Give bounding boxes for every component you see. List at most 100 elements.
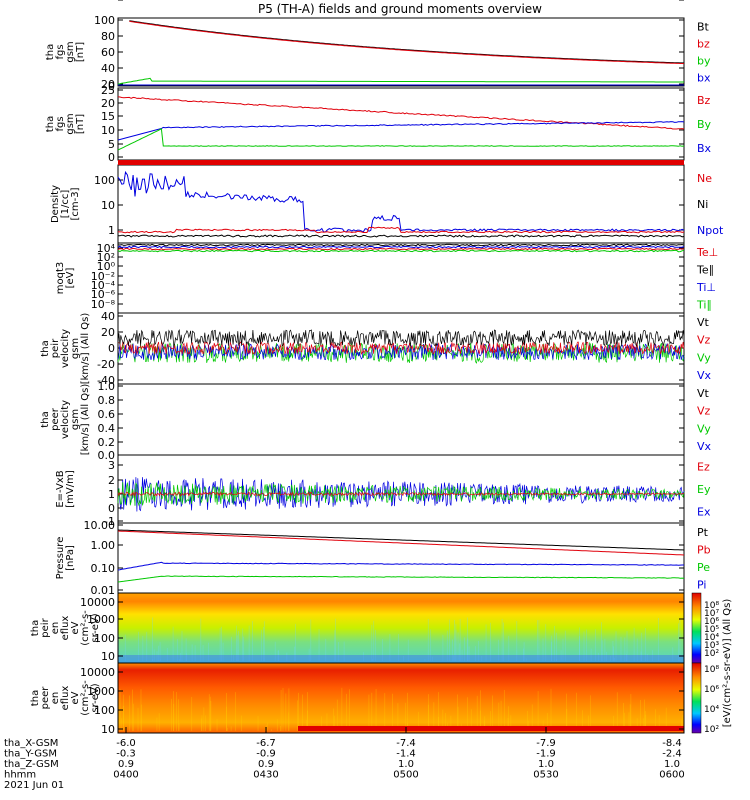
trace-Pb bbox=[117, 530, 685, 556]
legend-peir_v-red: Vz bbox=[697, 334, 711, 347]
colorbar-tick-label: 10⁴ bbox=[704, 633, 719, 643]
trace-Pi bbox=[117, 561, 684, 571]
ytick-label: 10⁻⁸ bbox=[91, 298, 116, 311]
ylabel-line: tha bbox=[40, 411, 51, 427]
panel-peir_en: 10000 1000 100 10 tha peir en eflux eV (cm²-s-sr-… bbox=[30, 592, 685, 664]
ylabel-line: peir bbox=[50, 338, 61, 358]
ytick-label: 100 bbox=[94, 632, 115, 645]
ylabel-line: en bbox=[50, 692, 61, 705]
xaxis-value: 0500 bbox=[393, 770, 418, 781]
xaxis-value: 0.9 bbox=[118, 759, 134, 770]
legend-fgs-green: by bbox=[697, 55, 711, 68]
colorbar-tick-label: 10⁷ bbox=[704, 609, 719, 619]
ylabel-line: [nT] bbox=[75, 114, 86, 134]
trace-efield-blue bbox=[117, 477, 685, 512]
legend-pressure-blue: Pi bbox=[697, 578, 706, 591]
ylabel-line: en bbox=[50, 622, 61, 635]
colorbar2-tick-label: 10⁸ bbox=[704, 665, 719, 675]
ylabel-line: peer bbox=[40, 686, 51, 710]
trace-efield-red bbox=[117, 490, 685, 498]
legend-fgs_dsl-red: Bz bbox=[697, 94, 711, 107]
ytick-label: 3 bbox=[108, 459, 115, 472]
xaxis-value: 0400 bbox=[113, 770, 138, 781]
colorbar-label: [eV/(cm²-s-sr-eV)] (All Qs) bbox=[722, 599, 733, 728]
ytick-label: 10.00 bbox=[84, 519, 116, 532]
ylabel-line: [km/s] (All Qs) bbox=[80, 313, 91, 385]
ytick-label: 60 bbox=[101, 46, 115, 59]
xaxis-value: 1.0 bbox=[398, 759, 414, 770]
legend-temp-red: Te⊥ bbox=[696, 246, 718, 259]
ylabel-line: sr-eV) bbox=[90, 613, 101, 642]
trace-Bt bbox=[129, 20, 685, 64]
legend-temp-black: Te∥ bbox=[696, 263, 714, 276]
xaxis-value: -8.4 bbox=[662, 738, 682, 749]
ytick-label: -40 bbox=[97, 374, 115, 387]
ylabel-line: gsm bbox=[70, 409, 81, 430]
ylabel-line: eflux bbox=[60, 616, 71, 641]
ylabel-line: peer bbox=[50, 407, 61, 431]
ytick-label: 1 bbox=[108, 488, 115, 501]
ytick-label: 40 bbox=[101, 310, 115, 323]
ytick-label: 10⁴ bbox=[97, 242, 116, 255]
trace-Ni bbox=[118, 234, 685, 238]
ytick-label: 20 bbox=[101, 326, 115, 339]
xaxis-value: -2.4 bbox=[662, 749, 682, 760]
ylabel-line: E=-VxB bbox=[55, 470, 66, 507]
ytick-label: 0.10 bbox=[91, 562, 116, 575]
ytick-label: 10⁰ bbox=[97, 260, 116, 273]
legend-peer_v-black: Vt bbox=[697, 387, 710, 400]
legend-fgs-blue: bx bbox=[697, 72, 711, 85]
ytick-label: -5 bbox=[104, 0, 115, 3]
ylabel-line: [eV] bbox=[65, 268, 76, 289]
legend-density-blue: Npot bbox=[697, 224, 724, 237]
ylabel-line: Density bbox=[50, 185, 61, 223]
ylabel-line: (cm²-s- bbox=[80, 680, 91, 716]
trace-Ne bbox=[117, 226, 685, 234]
ytick-label: 1.00 bbox=[91, 539, 116, 552]
ytick-label: 0 bbox=[108, 151, 115, 164]
ylabel-line: [nT] bbox=[75, 42, 86, 62]
xaxis-value: 1.0 bbox=[538, 759, 554, 770]
ylabel-line: tha bbox=[40, 340, 51, 356]
xaxis-row-label: tha_Y-GSM bbox=[4, 749, 57, 760]
spectrogram-peir_en bbox=[118, 593, 684, 663]
colorbar2-tick-label: 10⁶ bbox=[704, 685, 719, 695]
legend-peir_v-black: Vt bbox=[697, 316, 710, 329]
colorbar-tick-label: 10⁶ bbox=[704, 617, 719, 627]
xaxis-row-label: hhmm bbox=[4, 770, 36, 781]
xaxis-value: -6.0 bbox=[116, 738, 136, 749]
xaxis-value: -0.9 bbox=[256, 749, 276, 760]
xaxis-value: -1.4 bbox=[396, 749, 416, 760]
legend-efield-green: Ey bbox=[697, 483, 711, 496]
ytick-label: 10 bbox=[101, 199, 115, 212]
ytick-label: 10 bbox=[101, 650, 115, 663]
xaxis-value: 0.9 bbox=[258, 759, 274, 770]
legend-pressure-green: Pe bbox=[697, 561, 710, 574]
panel-frame bbox=[117, 17, 685, 87]
ytick-label: 0 bbox=[108, 502, 115, 515]
legend-efield-blue: Ex bbox=[697, 506, 711, 519]
legend-pressure-black: Pt bbox=[697, 526, 709, 539]
ytick-label: -2 bbox=[104, 0, 115, 3]
colorbar-tick-label: 10⁵ bbox=[704, 625, 719, 635]
ytick-label: 2 bbox=[108, 474, 115, 487]
ytick-label: 10⁻⁶ bbox=[91, 288, 116, 301]
panel-fgs: 100 80 60 40 200 tha fgs gsm [nT] Bt bz by bx bbox=[45, 14, 711, 93]
ytick-label: 100 bbox=[94, 704, 115, 717]
ylabel-line: eV bbox=[70, 691, 81, 704]
panel-peer_v: 1.00.80.60.40.20.0 tha peer velocity gsm [km/… bbox=[40, 380, 712, 462]
ytick-label: 0.0 bbox=[98, 449, 116, 462]
ytick-label: 10² bbox=[97, 251, 115, 264]
legend-fgs_dsl-green: By bbox=[697, 118, 712, 131]
legend-temp-green: Ti∥ bbox=[696, 298, 712, 311]
status-bar bbox=[118, 160, 684, 165]
trace-temp-green bbox=[117, 249, 685, 253]
legend-peer_v-blue: Vx bbox=[697, 440, 712, 453]
trace-bz bbox=[129, 20, 685, 65]
legend-peer_v-green: Vy bbox=[697, 422, 711, 435]
